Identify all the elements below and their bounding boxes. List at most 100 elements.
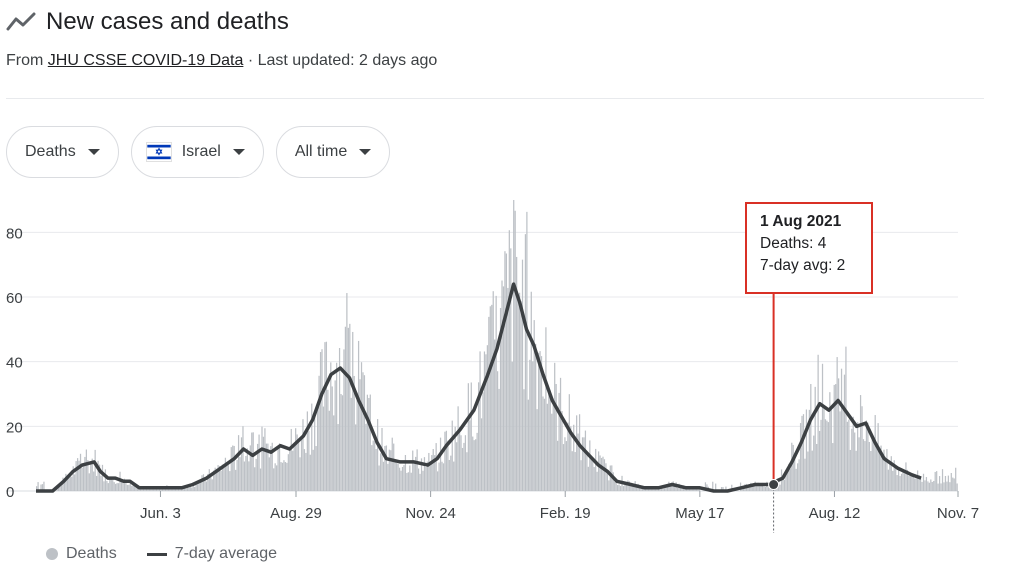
- deaths-bar: [577, 433, 579, 491]
- deaths-bar: [74, 474, 76, 491]
- deaths-bar: [158, 489, 161, 491]
- deaths-bar: [400, 470, 402, 491]
- deaths-bar: [561, 411, 563, 491]
- deaths-bar: [331, 386, 333, 491]
- deaths-bar: [617, 484, 619, 491]
- deaths-bar: [570, 426, 572, 491]
- deaths-bar: [763, 486, 765, 491]
- deaths-bar: [126, 484, 128, 491]
- deaths-bar: [208, 469, 210, 491]
- deaths-bar: [596, 471, 598, 491]
- deaths-bar: [753, 483, 755, 491]
- deaths-bar: [300, 439, 303, 491]
- deaths-bar: [516, 256, 518, 491]
- deaths-bar: [81, 467, 83, 491]
- deaths-bar: [321, 349, 323, 491]
- deaths-bar: [930, 479, 932, 491]
- deaths-bar: [347, 327, 349, 491]
- deaths-bar: [919, 477, 922, 491]
- deaths-bar: [813, 435, 815, 491]
- deaths-bar: [120, 480, 123, 491]
- deaths-bar: [179, 488, 181, 491]
- deaths-bar: [189, 486, 191, 491]
- deaths-bar: [280, 462, 282, 491]
- deaths-bar: [548, 389, 550, 491]
- deaths-bar: [287, 454, 289, 491]
- deaths-bar: [884, 456, 887, 491]
- tooltip-deaths: Deaths: 4: [760, 235, 827, 252]
- deaths-bar: [76, 458, 79, 491]
- deaths-bar: [242, 426, 244, 491]
- deaths-bar: [281, 462, 284, 491]
- deaths-bar: [902, 471, 904, 491]
- deaths-bar: [259, 468, 262, 491]
- deaths-bar: [204, 479, 206, 491]
- deaths-bar: [109, 477, 111, 491]
- deaths-bar: [278, 443, 281, 491]
- deaths-bar: [792, 444, 794, 491]
- deaths-bar: [504, 251, 506, 491]
- deaths-bar: [826, 420, 828, 491]
- deaths-bar: [915, 478, 917, 491]
- deaths-bar: [934, 471, 936, 491]
- deaths-bar: [407, 472, 409, 491]
- deaths-bar: [677, 487, 679, 491]
- time-range-dropdown[interactable]: All time: [275, 126, 391, 178]
- deaths-bar: [469, 420, 471, 491]
- deaths-bar: [456, 442, 458, 491]
- deaths-bar: [346, 293, 348, 491]
- deaths-bar: [457, 406, 459, 491]
- deaths-bar: [633, 484, 635, 491]
- deaths-bar: [252, 432, 254, 491]
- deaths-bar: [656, 489, 658, 491]
- deaths-bar: [802, 414, 805, 491]
- deaths-bar: [565, 441, 568, 491]
- deaths-bar: [170, 488, 172, 491]
- deaths-bar: [104, 469, 107, 491]
- deaths-bar: [254, 467, 256, 491]
- deaths-bar: [508, 230, 510, 491]
- deaths-bar: [403, 465, 405, 491]
- deaths-bar: [60, 485, 63, 491]
- deaths-bar: [669, 486, 671, 491]
- deaths-bar: [57, 486, 60, 491]
- deaths-bar: [649, 488, 651, 491]
- deaths-bar: [554, 362, 556, 491]
- country-dropdown[interactable]: Israel: [130, 126, 264, 178]
- deaths-bar: [422, 470, 424, 491]
- deaths-bar: [590, 459, 592, 491]
- deaths-bar: [233, 445, 235, 491]
- deaths-bar: [396, 463, 398, 491]
- deaths-chart[interactable]: 0 20 40 60 80 Jun. 3 Aug. 29 Nov. 24 Feb. 19 May …: [0, 190, 1010, 535]
- country-dropdown-label: Israel: [181, 143, 221, 160]
- deaths-bar: [665, 487, 667, 491]
- deaths-bar: [419, 473, 421, 491]
- deaths-bar: [576, 415, 578, 491]
- deaths-bar: [662, 486, 664, 491]
- deaths-bar: [843, 374, 846, 491]
- deaths-bar: [324, 342, 326, 491]
- deaths-bar: [135, 484, 137, 491]
- deaths-bar: [417, 468, 420, 491]
- deaths-bar: [436, 471, 439, 491]
- deaths-bar: [899, 476, 901, 491]
- deaths-bar: [365, 423, 367, 491]
- deaths-bar: [318, 375, 320, 491]
- x-tick-label: Nov. 7: [937, 505, 979, 522]
- deaths-bar: [261, 426, 263, 491]
- deaths-bar: [849, 449, 851, 491]
- deaths-bar: [482, 392, 484, 491]
- x-tick-label: Nov. 24: [405, 505, 456, 522]
- deaths-bar: [852, 416, 854, 491]
- source-link[interactable]: JHU CSSE COVID-19 Data: [47, 52, 244, 69]
- deaths-bar: [438, 462, 440, 491]
- deaths-bar: [558, 392, 560, 491]
- deaths-bar: [530, 291, 532, 491]
- deaths-bar: [887, 469, 889, 491]
- deaths-bar: [625, 484, 628, 491]
- metric-dropdown[interactable]: Deaths: [6, 126, 119, 178]
- deaths-bar: [532, 361, 534, 491]
- deaths-bar: [526, 211, 528, 492]
- deaths-bar: [309, 454, 311, 491]
- deaths-bar: [401, 466, 404, 491]
